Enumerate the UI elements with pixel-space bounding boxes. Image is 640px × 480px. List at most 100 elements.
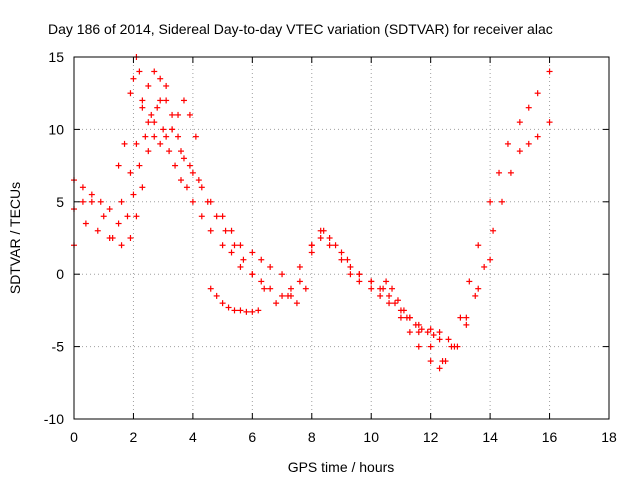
data-point bbox=[237, 307, 244, 314]
data-point bbox=[344, 256, 351, 263]
data-point bbox=[186, 162, 193, 169]
data-point bbox=[142, 133, 149, 140]
data-point bbox=[267, 285, 274, 292]
plot-frame bbox=[73, 56, 610, 420]
data-point bbox=[389, 285, 396, 292]
data-point bbox=[466, 278, 473, 285]
data-point bbox=[516, 119, 523, 126]
data-point bbox=[213, 213, 220, 220]
data-point bbox=[394, 297, 401, 304]
data-point bbox=[180, 97, 187, 104]
data-point bbox=[100, 213, 107, 220]
data-point bbox=[258, 256, 265, 263]
data-point bbox=[157, 97, 164, 104]
data-point bbox=[472, 292, 479, 299]
data-point bbox=[424, 329, 431, 336]
data-point bbox=[302, 285, 309, 292]
data-point bbox=[320, 227, 327, 234]
data-point bbox=[326, 235, 333, 241]
data-point bbox=[207, 285, 214, 292]
data-point bbox=[516, 148, 523, 155]
data-point bbox=[189, 169, 196, 176]
data-point bbox=[296, 263, 303, 270]
data-point bbox=[151, 119, 158, 126]
data-point bbox=[175, 133, 182, 140]
data-point bbox=[546, 119, 553, 126]
x-axis-label: GPS time / hours bbox=[288, 459, 395, 475]
data-point bbox=[249, 249, 256, 256]
data-point bbox=[406, 329, 413, 336]
y-tick-label: 5 bbox=[56, 194, 64, 210]
data-point bbox=[231, 307, 238, 314]
data-point bbox=[106, 206, 113, 213]
data-point bbox=[534, 133, 541, 140]
data-point bbox=[178, 148, 184, 155]
data-point bbox=[145, 82, 152, 89]
data-point bbox=[213, 292, 220, 299]
data-point bbox=[279, 271, 286, 278]
data-point bbox=[430, 332, 437, 339]
data-point bbox=[231, 242, 238, 249]
data-point bbox=[507, 169, 514, 176]
data-point bbox=[133, 213, 140, 220]
data-point bbox=[436, 365, 443, 372]
data-point bbox=[207, 227, 214, 234]
data-point bbox=[368, 285, 375, 292]
data-point bbox=[279, 292, 286, 299]
data-point bbox=[308, 242, 315, 249]
data-point bbox=[139, 97, 146, 104]
data-point bbox=[406, 314, 413, 321]
data-point bbox=[487, 198, 494, 205]
data-point bbox=[219, 213, 226, 220]
data-point bbox=[97, 198, 104, 205]
data-point bbox=[157, 75, 164, 82]
data-point bbox=[546, 68, 553, 75]
data-point bbox=[525, 104, 532, 111]
data-point bbox=[133, 140, 140, 147]
data-point bbox=[79, 198, 86, 205]
data-point bbox=[151, 133, 158, 140]
data-point bbox=[240, 256, 247, 263]
data-point bbox=[317, 235, 324, 241]
data-point bbox=[534, 90, 541, 97]
data-point bbox=[136, 162, 143, 169]
data-point bbox=[88, 191, 95, 198]
data-point bbox=[219, 242, 226, 249]
x-tick-label: 6 bbox=[248, 429, 256, 445]
x-tick-label: 10 bbox=[363, 429, 379, 445]
chart-title: Day 186 of 2014, Sidereal Day-to-day VTE… bbox=[48, 21, 553, 37]
data-point bbox=[418, 326, 425, 333]
data-point bbox=[255, 307, 262, 314]
data-point bbox=[160, 126, 167, 133]
data-point bbox=[439, 358, 446, 365]
data-point bbox=[496, 169, 503, 176]
data-point bbox=[490, 227, 497, 234]
data-point bbox=[237, 242, 244, 249]
data-point bbox=[308, 249, 315, 256]
data-point bbox=[186, 111, 193, 118]
data-point bbox=[258, 278, 265, 285]
data-point bbox=[436, 336, 443, 343]
data-point bbox=[368, 278, 375, 285]
data-point bbox=[204, 198, 211, 205]
x-tick-label: 18 bbox=[601, 429, 617, 445]
data-point bbox=[115, 162, 122, 169]
data-point bbox=[243, 308, 250, 315]
grid-layer bbox=[74, 57, 609, 419]
data-point bbox=[139, 104, 146, 111]
data-point bbox=[380, 285, 387, 292]
data-point bbox=[180, 155, 187, 162]
data-point bbox=[130, 191, 137, 198]
y-axis-label: SDTVAR / TECUs bbox=[7, 182, 23, 294]
data-point bbox=[412, 321, 419, 328]
data-point bbox=[121, 140, 128, 147]
y-tick-label: -5 bbox=[52, 339, 65, 355]
data-point bbox=[356, 271, 363, 278]
data-point bbox=[136, 68, 143, 75]
x-tick-label: 8 bbox=[308, 429, 316, 445]
data-point bbox=[326, 242, 333, 249]
data-point bbox=[166, 148, 173, 155]
data-point bbox=[127, 90, 134, 97]
data-point bbox=[228, 249, 235, 256]
